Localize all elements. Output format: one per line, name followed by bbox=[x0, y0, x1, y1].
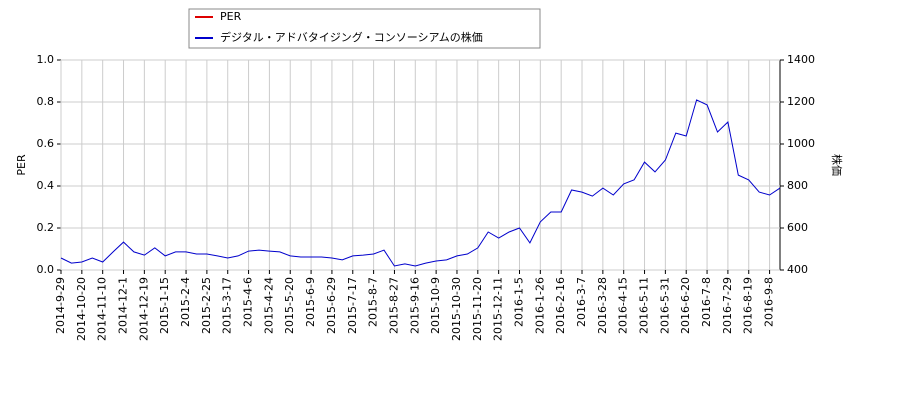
x-tick-label: 2014-11-10 bbox=[96, 277, 109, 341]
x-tick-label: 2016-8-19 bbox=[742, 277, 755, 334]
y-axis-label: PER bbox=[15, 154, 28, 176]
x-tick-label: 2016-3-7 bbox=[575, 277, 588, 327]
x-tick-label: 2015-2-4 bbox=[179, 277, 192, 327]
x-tick-label: 2016-2-16 bbox=[554, 277, 567, 334]
x-tick-label: 2015-8-7 bbox=[367, 277, 380, 327]
x-tick-label: 2014-10-20 bbox=[75, 277, 88, 341]
x-tick-label: 2015-2-25 bbox=[200, 277, 213, 334]
x-tick-label: 2016-3-28 bbox=[596, 277, 609, 334]
x-tick-label: 2016-1-26 bbox=[533, 277, 546, 334]
y2-tick-label: 1000 bbox=[787, 137, 815, 150]
y2-tick-label: 1200 bbox=[787, 95, 815, 108]
x-tick-label: 2015-11-20 bbox=[471, 277, 484, 341]
price-line bbox=[60, 99, 781, 267]
y2-tick-label: 400 bbox=[787, 263, 808, 276]
x-tick-label: 2015-6-9 bbox=[304, 277, 317, 327]
y-tick-label: 0.2 bbox=[37, 221, 55, 234]
y2-tick-label: 800 bbox=[787, 179, 808, 192]
x-tick-label: 2015-4-24 bbox=[262, 277, 275, 334]
x-tick-label: 2014-12-1 bbox=[117, 277, 130, 334]
x-tick-label: 2015-1-15 bbox=[158, 277, 171, 334]
x-tick-label: 2016-5-11 bbox=[638, 277, 651, 334]
x-tick-label: 2016-4-15 bbox=[617, 277, 630, 334]
x-tick-label: 2015-5-20 bbox=[283, 277, 296, 334]
x-tick-label: 2016-5-31 bbox=[658, 277, 671, 334]
x-tick-label: 2015-3-17 bbox=[221, 277, 234, 334]
x-tick-label: 2016-7-8 bbox=[700, 277, 713, 327]
y2-tick-label: 1400 bbox=[787, 53, 815, 66]
y2-tick-label: 600 bbox=[787, 221, 808, 234]
legend-label: PER bbox=[220, 10, 242, 23]
legend-label: デジタル・アドバタイジング・コンソーシアムの株価 bbox=[220, 30, 483, 44]
y-tick-label: 0.0 bbox=[37, 263, 55, 276]
x-tick-label: 2016-1-5 bbox=[512, 277, 525, 327]
x-tick-label: 2015-7-17 bbox=[346, 277, 359, 334]
legend bbox=[188, 8, 541, 49]
x-tick-label: 2015-12-11 bbox=[492, 277, 505, 341]
x-tick-label: 2016-7-29 bbox=[721, 277, 734, 334]
x-tick-label: 2015-10-9 bbox=[429, 277, 442, 334]
x-tick-label: 2016-6-20 bbox=[679, 277, 692, 334]
x-tick-label: 2015-10-30 bbox=[450, 277, 463, 341]
plot-frame bbox=[60, 59, 781, 271]
x-tick-label: 2015-6-29 bbox=[325, 277, 338, 334]
x-tick-label: 2014-12-19 bbox=[137, 277, 150, 341]
y-tick-label: 0.8 bbox=[37, 95, 55, 108]
x-tick-label: 2014-9-29 bbox=[54, 277, 67, 334]
x-tick-label: 2015-8-27 bbox=[387, 277, 400, 334]
x-tick-label: 2016-9-8 bbox=[763, 277, 776, 327]
x-tick-label: 2015-9-16 bbox=[408, 277, 421, 334]
x-tick-label: 2015-4-6 bbox=[242, 277, 255, 327]
y2-axis-label: 株価 bbox=[830, 154, 844, 176]
y-tick-label: 0.4 bbox=[37, 179, 55, 192]
y-tick-label: 1.0 bbox=[37, 53, 55, 66]
y-tick-label: 0.6 bbox=[37, 137, 55, 150]
